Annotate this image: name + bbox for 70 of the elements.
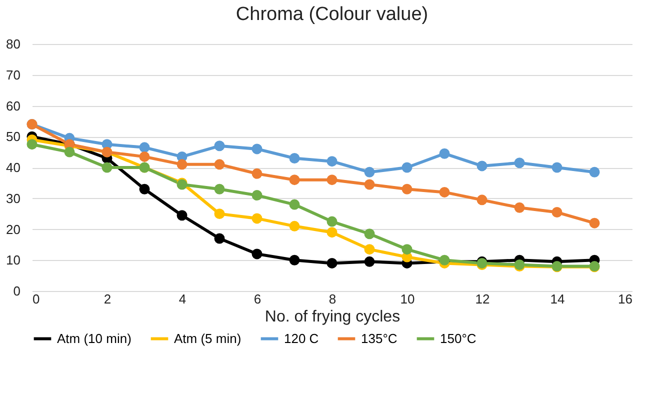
point <box>364 179 375 190</box>
point <box>364 256 375 267</box>
point <box>214 159 225 170</box>
point <box>589 218 600 228</box>
point <box>364 244 375 255</box>
x-tick-label: 8 <box>328 292 336 306</box>
point <box>176 159 188 170</box>
point <box>214 233 225 244</box>
point <box>326 227 338 238</box>
point <box>402 244 412 255</box>
x-tick-label: 2 <box>104 292 112 306</box>
point <box>326 258 338 268</box>
y-tick-label: 60 <box>6 98 20 114</box>
point <box>252 190 262 201</box>
x-tick-label: 4 <box>178 292 186 306</box>
y-tick-label: 50 <box>6 129 20 144</box>
point <box>64 146 75 158</box>
chart-title: Chroma (Colour value) <box>236 4 428 25</box>
point <box>252 168 262 179</box>
point <box>364 228 375 240</box>
y-tick-label: 80 <box>6 36 20 52</box>
point <box>514 158 525 168</box>
legend-label: Atm (10 min) <box>57 330 132 346</box>
point <box>214 208 225 220</box>
point <box>102 162 112 173</box>
point <box>589 166 600 178</box>
point <box>439 148 450 159</box>
legend-label: Atm (5 min) <box>174 330 242 346</box>
x-axis-title: No. of frying cycles <box>264 308 400 326</box>
point <box>552 162 562 173</box>
point <box>252 213 262 224</box>
y-tick-label: 10 <box>6 252 20 268</box>
point <box>289 174 300 186</box>
point <box>176 210 188 221</box>
x-tick-label: 6 <box>254 292 262 306</box>
point <box>439 186 450 198</box>
x-tick-label: 16 <box>618 292 632 306</box>
point <box>514 202 525 213</box>
point <box>289 153 300 164</box>
point <box>326 216 338 227</box>
point <box>139 184 150 194</box>
point <box>139 151 150 162</box>
point <box>289 199 300 210</box>
y-tick-label: 40 <box>6 160 20 175</box>
point <box>364 166 375 178</box>
point <box>289 220 300 232</box>
x-tick-label: 14 <box>550 292 565 306</box>
point <box>326 174 338 186</box>
legend-label: 120 C <box>284 330 319 346</box>
point <box>252 248 262 260</box>
legend-label: 150°C <box>440 330 476 346</box>
point <box>289 254 300 266</box>
point <box>402 184 412 194</box>
point <box>402 162 412 173</box>
point <box>326 156 338 167</box>
point <box>139 142 150 153</box>
legend-label: 135°C <box>361 330 398 346</box>
point <box>214 140 225 152</box>
y-tick-label: 20 <box>6 222 20 237</box>
x-tick-label: 0 <box>32 292 40 306</box>
point <box>26 139 38 150</box>
point <box>552 207 562 218</box>
point <box>476 194 488 206</box>
point <box>252 144 262 154</box>
x-tick-label: 12 <box>475 292 490 306</box>
point <box>476 160 488 172</box>
y-tick-label: 70 <box>6 67 20 82</box>
x-tick-label: 10 <box>400 292 415 306</box>
y-tick-label: 30 <box>6 190 20 206</box>
point <box>214 184 225 194</box>
